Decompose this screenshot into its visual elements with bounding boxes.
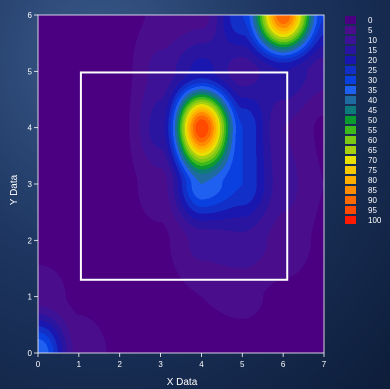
legend-swatch xyxy=(345,156,356,164)
legend-entry: 70 xyxy=(345,156,377,165)
selection-rectangle[interactable] xyxy=(79,71,289,281)
x-axis-label: X Data xyxy=(167,377,198,388)
legend-entry: 55 xyxy=(345,126,377,135)
legend-label: 25 xyxy=(368,66,377,75)
legend-swatch xyxy=(345,216,356,224)
x-tick-label: 0 xyxy=(36,360,41,369)
legend-swatch xyxy=(345,166,356,174)
y-tick-label: 2 xyxy=(28,236,33,245)
y-tick-label: 5 xyxy=(28,67,33,76)
legend-entry: 30 xyxy=(345,76,377,85)
legend-label: 70 xyxy=(368,156,377,165)
x-tick-label: 1 xyxy=(77,360,82,369)
legend-entry: 60 xyxy=(345,136,377,145)
legend-swatch xyxy=(345,176,356,184)
legend-label: 20 xyxy=(368,56,377,65)
x-tick-label: 2 xyxy=(117,360,122,369)
legend-swatch xyxy=(345,126,356,134)
x-tick-label: 4 xyxy=(199,360,204,369)
legend-entry: 35 xyxy=(345,86,377,95)
legend-entry: 95 xyxy=(345,206,377,215)
y-axis-label: Y Data xyxy=(9,174,20,205)
legend-swatch xyxy=(345,56,356,64)
legend-entry: 100 xyxy=(345,216,382,225)
legend-label: 40 xyxy=(368,96,377,105)
legend-label: 90 xyxy=(368,196,377,205)
legend-swatch xyxy=(345,206,356,214)
legend-label: 65 xyxy=(368,146,377,155)
legend-swatch xyxy=(345,146,356,154)
legend-label: 10 xyxy=(368,36,377,45)
legend-label: 100 xyxy=(368,216,382,225)
legend-swatch xyxy=(345,116,356,124)
legend-label: 50 xyxy=(368,116,377,125)
legend-entry: 5 xyxy=(345,26,373,35)
legend-swatch xyxy=(345,26,356,34)
legend-label: 60 xyxy=(368,136,377,145)
x-tick-label: 6 xyxy=(281,360,286,369)
legend-label: 45 xyxy=(368,106,377,115)
legend-entry: 20 xyxy=(345,56,377,65)
legend-label: 55 xyxy=(368,126,377,135)
legend-swatch xyxy=(345,96,356,104)
legend: 0510152025303540455055606570758085909510… xyxy=(345,16,382,225)
legend-entry: 45 xyxy=(345,106,377,115)
legend-label: 35 xyxy=(368,86,377,95)
legend-entry: 90 xyxy=(345,196,377,205)
legend-swatch xyxy=(345,76,356,84)
legend-label: 95 xyxy=(368,206,377,215)
legend-entry: 50 xyxy=(345,116,377,125)
legend-entry: 0 xyxy=(345,16,373,25)
legend-label: 5 xyxy=(368,26,373,35)
legend-swatch xyxy=(345,106,356,114)
y-tick-label: 0 xyxy=(28,349,33,358)
y-tick-label: 1 xyxy=(28,293,33,302)
legend-entry: 65 xyxy=(345,146,377,155)
legend-swatch xyxy=(345,46,356,54)
legend-entry: 15 xyxy=(345,46,377,55)
legend-swatch xyxy=(345,36,356,44)
legend-label: 75 xyxy=(368,166,377,175)
plot-area xyxy=(38,15,324,353)
legend-entry: 40 xyxy=(345,96,377,105)
legend-label: 85 xyxy=(368,186,377,195)
legend-label: 80 xyxy=(368,176,377,185)
x-tick-label: 7 xyxy=(322,360,327,369)
legend-entry: 80 xyxy=(345,176,377,185)
annotation-layer xyxy=(79,71,289,281)
legend-entry: 25 xyxy=(345,66,377,75)
legend-entry: 75 xyxy=(345,166,377,175)
y-tick-label: 6 xyxy=(28,11,33,20)
legend-entry: 10 xyxy=(345,36,377,45)
legend-swatch xyxy=(345,196,356,204)
legend-swatch xyxy=(345,66,356,74)
legend-swatch xyxy=(345,16,356,24)
legend-swatch xyxy=(345,136,356,144)
axes: 0 1 2 3 4 5 6 7 0 1 2 3 4 5 6 xyxy=(28,11,327,369)
x-tick-label: 3 xyxy=(158,360,163,369)
y-tick-label: 4 xyxy=(28,124,33,133)
legend-swatch xyxy=(345,186,356,194)
legend-label: 15 xyxy=(368,46,377,55)
y-tick-label: 3 xyxy=(28,180,33,189)
contour-surface xyxy=(38,15,324,353)
legend-label: 0 xyxy=(368,16,373,25)
legend-label: 30 xyxy=(368,76,377,85)
legend-entry: 85 xyxy=(345,186,377,195)
legend-swatch xyxy=(345,86,356,94)
x-tick-label: 5 xyxy=(240,360,245,369)
